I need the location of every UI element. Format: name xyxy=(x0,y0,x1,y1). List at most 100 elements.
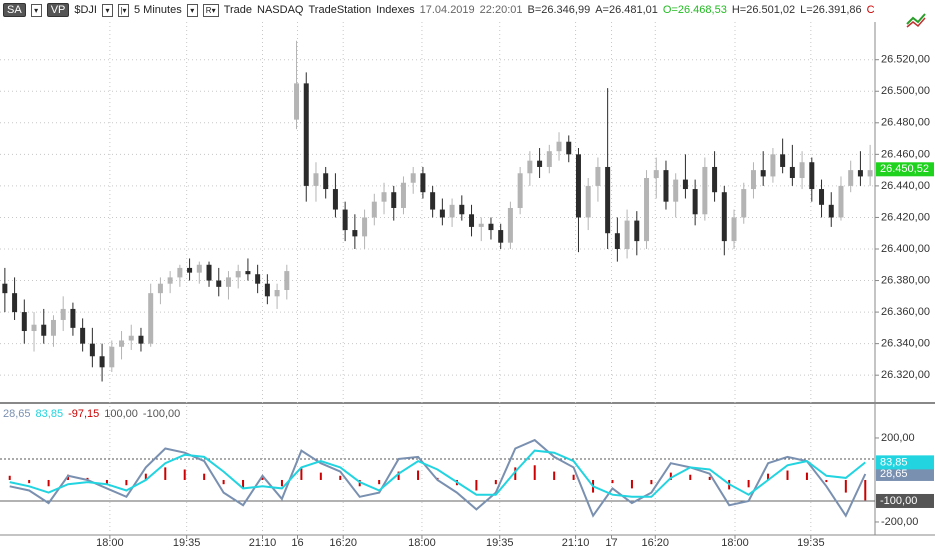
candle-body xyxy=(731,217,737,242)
quote: O=26.468,53 xyxy=(662,4,727,16)
candle-body xyxy=(605,166,611,234)
quote: B=26.346,99 xyxy=(527,4,591,16)
candle-body xyxy=(410,173,416,183)
toolbar-item: Trade xyxy=(223,4,253,16)
candle-body xyxy=(303,83,309,186)
candle-body xyxy=(556,141,562,152)
candle-body xyxy=(362,217,368,237)
candle-body xyxy=(760,170,766,177)
candle-body xyxy=(566,141,572,155)
x-tick-label: 19:35 xyxy=(173,537,201,549)
candle-body xyxy=(430,192,436,210)
candle-body xyxy=(31,324,37,332)
x-tick-label: 17 xyxy=(605,537,617,549)
candle-body xyxy=(99,356,105,368)
candle-body xyxy=(624,220,630,249)
symbol[interactable]: $DJI xyxy=(74,4,97,16)
candle-body xyxy=(274,290,280,297)
dropdown[interactable]: ▾ xyxy=(30,3,42,17)
candle-body xyxy=(537,160,543,167)
y-tick-label: 26.500,00 xyxy=(881,85,930,97)
value-tag xyxy=(876,455,934,470)
dropdown[interactable]: ▾ xyxy=(102,3,113,17)
candle-body xyxy=(634,220,640,242)
legend-entry: -100,00 xyxy=(142,408,181,420)
candle-body xyxy=(41,324,47,336)
candle-body xyxy=(498,230,504,243)
candle-body xyxy=(70,308,76,328)
x-tick-label: 18:00 xyxy=(408,537,436,549)
candle-body xyxy=(284,271,290,291)
y-tick-label: 200,00 xyxy=(881,432,915,444)
candle-body xyxy=(177,267,183,278)
candle-body xyxy=(789,166,795,179)
candle-body xyxy=(799,162,805,179)
candle-body xyxy=(585,185,591,218)
candle-body xyxy=(119,340,125,347)
level-tag-label: -100,00 xyxy=(880,495,917,507)
candle-body xyxy=(527,160,533,174)
toolbar-item: NASDAQ xyxy=(257,4,304,16)
x-tick-label: 16:20 xyxy=(329,537,357,549)
candle-body xyxy=(673,179,679,202)
chart-icon xyxy=(906,17,926,28)
last-price-tag xyxy=(876,162,934,177)
y-tick-label: 26.320,00 xyxy=(881,369,930,381)
value-tag xyxy=(876,466,934,481)
candle-body xyxy=(819,189,825,205)
y-tick-label: 26.360,00 xyxy=(881,306,930,318)
candle-body xyxy=(89,343,95,357)
candle-body xyxy=(225,277,231,287)
candle-body xyxy=(294,83,300,120)
candle-body xyxy=(148,293,154,344)
y-tick-label: 26.380,00 xyxy=(881,274,930,286)
x-tick-label: 16:20 xyxy=(642,537,670,549)
candle-body xyxy=(235,271,241,278)
x-tick-label: 16 xyxy=(291,537,303,549)
candle-body xyxy=(469,214,475,227)
candle-body xyxy=(60,308,66,320)
candle-body xyxy=(721,192,727,242)
candle-body xyxy=(381,192,387,202)
candle-body xyxy=(12,293,18,313)
candle-body xyxy=(264,283,270,297)
candle-body xyxy=(342,209,348,231)
sa-button[interactable]: SA xyxy=(3,3,26,17)
indicator-line xyxy=(9,438,867,518)
dropdown[interactable]: ▾ xyxy=(186,3,198,17)
bar-type[interactable]: |▾ xyxy=(118,3,129,17)
legend-entry: 83,85 xyxy=(35,408,64,420)
candle-body xyxy=(157,283,163,294)
y-tick-label: 26.460,00 xyxy=(881,148,930,160)
candle-body xyxy=(313,173,319,186)
level-tag xyxy=(876,493,934,508)
candle-body xyxy=(21,312,27,332)
value-tag-label: 28,65 xyxy=(880,468,908,480)
candle-body xyxy=(663,170,669,202)
candle-body xyxy=(517,173,523,208)
candle-body xyxy=(712,166,718,193)
candle-body xyxy=(80,327,86,344)
toolbar-item: 17.04.2019 xyxy=(419,4,475,16)
candle-body xyxy=(575,154,581,218)
candle-body xyxy=(167,277,173,284)
candle-body xyxy=(400,182,406,208)
chart-icon[interactable] xyxy=(906,13,926,25)
range[interactable]: R▾ xyxy=(202,3,219,17)
toolbar-item: TradeStation xyxy=(308,4,372,16)
x-tick-label: 18:00 xyxy=(721,537,749,549)
y-tick-label: 26.340,00 xyxy=(881,338,930,350)
candle-body xyxy=(352,230,358,237)
candle-body xyxy=(138,335,144,344)
vp-button[interactable]: VP xyxy=(46,3,70,17)
y-tick-label: 26.440,00 xyxy=(881,180,930,192)
interval[interactable]: 5 Minutes xyxy=(134,4,182,16)
candle-body xyxy=(653,170,659,179)
quote: L=26.391,86 xyxy=(800,4,862,16)
toolbar-item: 22:20:01 xyxy=(479,4,523,16)
candle-body xyxy=(371,201,377,218)
y-tick-label: 26.520,00 xyxy=(881,54,930,66)
y-tick-label: 26.480,00 xyxy=(881,117,930,129)
